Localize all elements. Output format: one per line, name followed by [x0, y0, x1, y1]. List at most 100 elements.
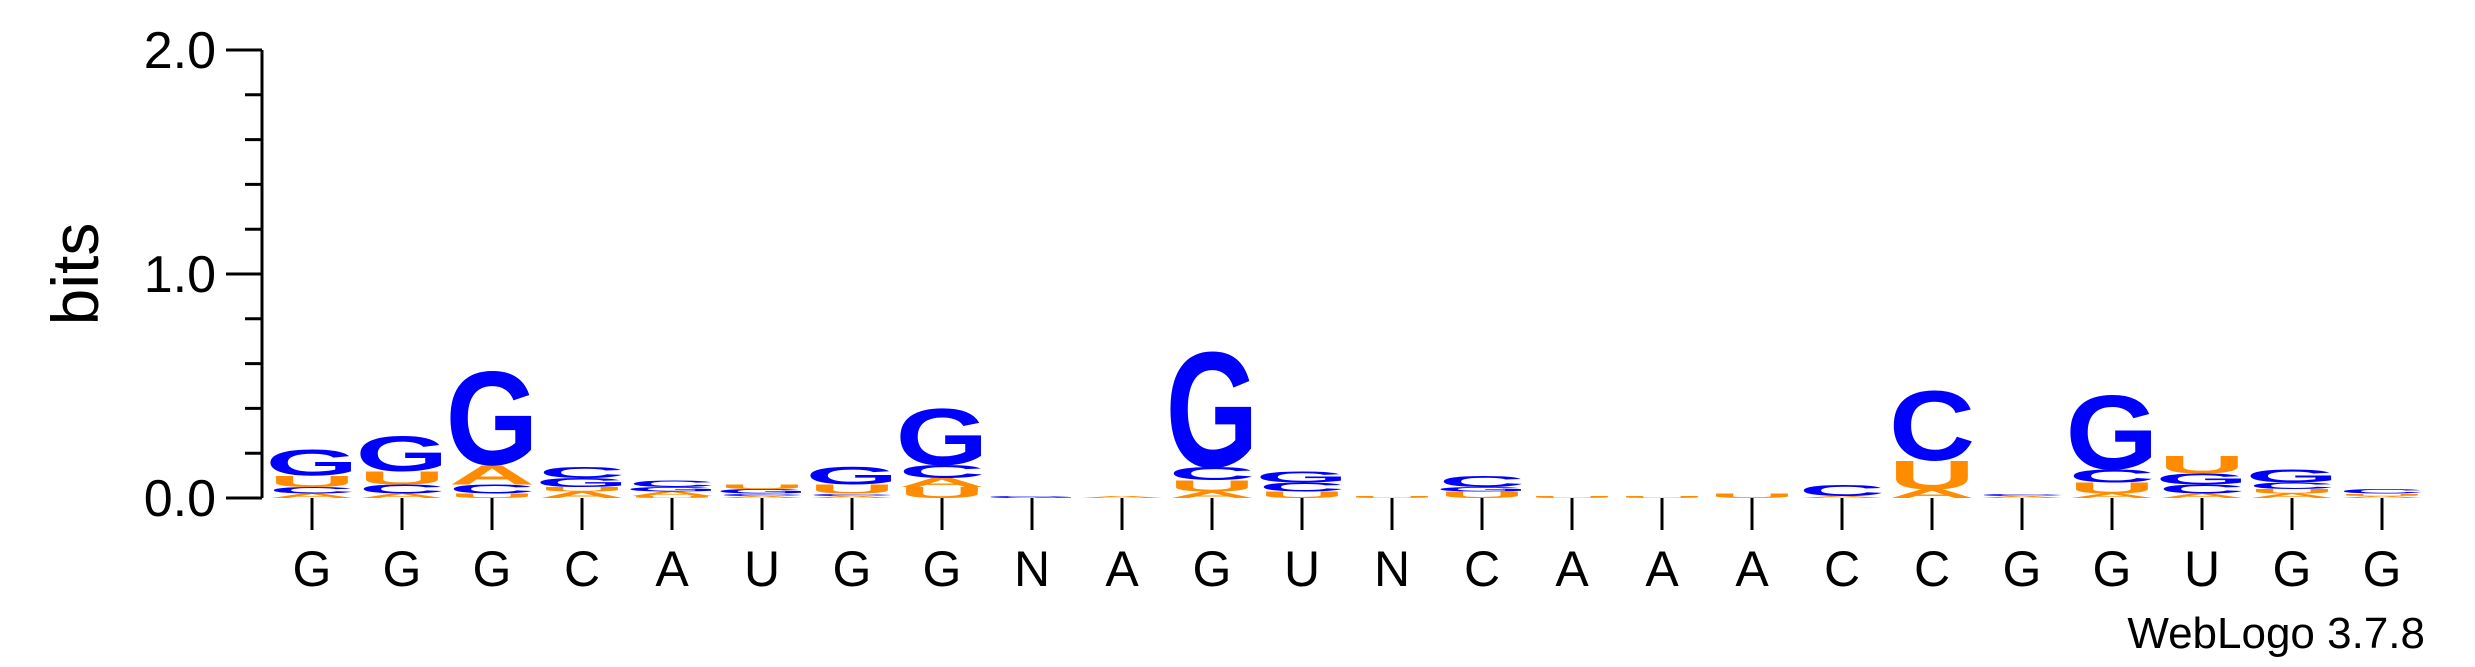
logo-letter-U: U — [1349, 495, 1435, 498]
logo-letter-U: U — [899, 484, 985, 501]
logo-letter-U: U — [269, 473, 355, 490]
logo-letter-U: U — [809, 482, 895, 496]
logo-letter-U: U — [1529, 495, 1615, 498]
logo-letter-U: U — [1439, 490, 1525, 500]
logo-letter-C: C — [2249, 481, 2335, 491]
logo-letter-G: G — [626, 486, 719, 493]
logo-letter-C: C — [1169, 463, 1255, 484]
x-tick-label: N — [1014, 541, 1050, 597]
logo-letter-G: G — [986, 495, 1079, 498]
logo-letter-U: U — [2339, 493, 2425, 496]
logo-letter-C: C — [449, 482, 535, 496]
logo-letter-C: C — [1979, 493, 2065, 496]
stack-position-20: AC — [1979, 493, 2065, 499]
logo-letter-U: U — [2249, 488, 2335, 495]
y-axis-ticks: 0.0 1.0 2.0 — [144, 22, 262, 528]
logo-letter-U: U — [2069, 480, 2155, 497]
logo-letter-U: U — [1259, 490, 1345, 500]
x-tick-label: G — [293, 541, 332, 597]
logo-letter-A: A — [1079, 495, 1165, 498]
logo-letter-A: A — [719, 495, 805, 498]
x-tick-label: A — [655, 541, 689, 597]
stack-position-19: AUC — [1889, 370, 1975, 500]
logo-letter-C: C — [809, 493, 895, 496]
logo-letter-G: G — [896, 391, 989, 481]
stack-position-13: U — [1349, 495, 1435, 498]
stack-position-9: G — [986, 495, 1079, 498]
logo-letter-A: A — [1889, 487, 1975, 501]
stack-position-15: U — [1529, 495, 1615, 498]
logo-letter-C: C — [899, 461, 985, 482]
logo-letter-A: A — [1979, 495, 2065, 498]
logo-letter-C: C — [2069, 466, 2155, 487]
logo-letter-G: G — [2246, 466, 2339, 487]
logo-letter-A: A — [449, 459, 535, 490]
weblogo-credit: WebLogo 3.7.8 — [2127, 609, 2425, 658]
logo-letter-A: A — [269, 492, 355, 499]
x-tick-label: A — [1645, 541, 1679, 597]
y-axis-label: bits — [38, 223, 112, 326]
logo-letter-U: U — [1709, 492, 1795, 499]
x-tick-label: U — [744, 541, 780, 597]
x-tick-label: A — [1555, 541, 1589, 597]
logo-letter-G: G — [1256, 468, 1349, 485]
logo-letter-U: U — [449, 492, 535, 499]
y-tick-label: 2.0 — [144, 22, 216, 80]
x-tick-label: G — [2003, 541, 2042, 597]
x-tick-label: C — [564, 541, 600, 597]
stack-position-10: A — [1079, 495, 1165, 498]
x-tick-label: G — [2093, 541, 2132, 597]
logo-letter-A: A — [2249, 492, 2335, 499]
x-tick-label: N — [1374, 541, 1410, 597]
logo-letter-U: U — [629, 495, 715, 498]
stack-position-12: UCG — [1256, 468, 1349, 500]
x-tick-label: G — [833, 541, 872, 597]
x-tick-label: G — [383, 541, 422, 597]
logo-letter-C: C — [1889, 370, 1975, 481]
x-tick-label: C — [1824, 541, 1860, 597]
logo-letter-C: C — [269, 485, 355, 495]
x-tick-label: G — [2363, 541, 2402, 597]
logo-letter-A: A — [899, 476, 985, 490]
stack-position-18: AC — [1799, 482, 1885, 499]
logo-letter-A: A — [359, 492, 445, 499]
logo-letter-G: G — [356, 427, 449, 482]
x-tick-label: C — [1464, 541, 1500, 597]
logo-letter-C: C — [1799, 482, 1885, 499]
x-tick-label: G — [473, 541, 512, 597]
stack-position-16: U — [1619, 495, 1705, 498]
logo-letter-G: G — [806, 462, 899, 490]
x-tick-label: U — [2184, 541, 2220, 597]
logo-letter-C: C — [1439, 473, 1525, 490]
logo-letter-U: U — [359, 468, 445, 489]
logo-letter-G: G — [266, 442, 359, 484]
logo-letter-C: C — [2159, 482, 2245, 496]
x-tick-label: A — [1735, 541, 1769, 597]
logo-letter-G: G — [446, 343, 539, 493]
logo-letter-G: G — [1436, 486, 1529, 493]
logo-letter-A: A — [2069, 492, 2155, 499]
y-tick-label: 0.0 — [144, 470, 216, 528]
logo-letter-G: G — [2156, 471, 2249, 488]
logo-letter-C: C — [629, 478, 715, 488]
x-tick-label: C — [1914, 541, 1950, 597]
x-tick-label: G — [923, 541, 962, 597]
logo-letter-A: A — [1799, 495, 1885, 498]
logo-letter-C: C — [359, 482, 445, 496]
logo-letter-C: C — [719, 493, 805, 496]
logo-letter-U: U — [2159, 451, 2245, 479]
x-tick-label: G — [2273, 541, 2312, 597]
logo-letter-A: A — [2339, 495, 2425, 498]
logo-letter-C: C — [539, 464, 625, 481]
